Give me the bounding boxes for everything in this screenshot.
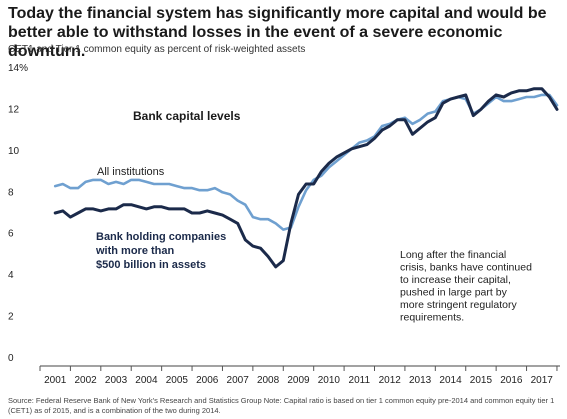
- x-tick-label: 2008: [257, 375, 280, 386]
- annotation-note-line: Long after the financial: [400, 249, 506, 261]
- x-tick-label: 2017: [531, 375, 554, 386]
- y-tick-label: 8: [8, 187, 14, 198]
- x-tick-label: 2009: [287, 375, 310, 386]
- series-label-bhc-line: $500 billion in assets: [96, 259, 206, 271]
- series-label-bhc: Bank holding companies with more than $500…: [95, 231, 226, 271]
- x-tick-label: 2015: [470, 375, 493, 386]
- y-tick-label: 10: [8, 146, 20, 157]
- headline: Today the financial system has significa…: [8, 5, 547, 60]
- chart-title: Bank capital levels: [133, 109, 241, 123]
- x-tick-label: 2004: [135, 375, 158, 386]
- x-tick-label: 2013: [409, 375, 432, 386]
- x-tick-label: 2014: [439, 375, 462, 386]
- annotation-note: Long after the financial crisis, banks ha…: [400, 249, 532, 324]
- annotation-note-line: pushed in large part by: [400, 287, 508, 299]
- x-tick-label: 2012: [379, 375, 402, 386]
- x-tick-label: 2011: [349, 375, 371, 386]
- x-tick-label: 2016: [500, 375, 523, 386]
- x-tick-label: 2003: [105, 375, 128, 386]
- series-label-all-institutions: All institutions: [97, 166, 165, 178]
- y-tick-label: 6: [8, 229, 14, 240]
- axes: 0 2 4 6 8 10 12 14% 2001 2002 2003 2004 2005 2006 2007…: [8, 63, 560, 386]
- y-tick-label: 14%: [8, 63, 28, 74]
- annotation-note-line: to increase their capital,: [400, 274, 511, 286]
- series-line-all-institutions: [53, 93, 559, 231]
- series-line-bhc: [53, 87, 559, 269]
- x-tick-label: 2007: [227, 375, 250, 386]
- series-lines: [53, 87, 559, 269]
- series-label-bhc-line: with more than: [95, 245, 175, 257]
- y-tick-label: 0: [8, 353, 14, 364]
- source-note: Source: Federal Reserve Bank of New York…: [8, 396, 555, 415]
- annotation-note-line: crisis, banks have continued: [400, 262, 532, 274]
- annotation-note-line: requirements.: [400, 312, 464, 324]
- x-tick-label: 2005: [166, 375, 189, 386]
- y-tick-label: 2: [8, 312, 14, 323]
- subtitle: CET1 and Tier 1 common equity as percent…: [8, 44, 306, 55]
- x-tick-label: 2010: [318, 375, 341, 386]
- annotation-note-line: more stringent regulatory: [400, 299, 517, 311]
- x-tick-label: 2006: [196, 375, 219, 386]
- y-tick-label: 12: [8, 104, 20, 115]
- x-tick-label: 2001: [44, 375, 67, 386]
- series-label-bhc-line: Bank holding companies: [96, 231, 226, 243]
- y-tick-label: 4: [8, 270, 14, 281]
- x-tick-label: 2002: [74, 375, 97, 386]
